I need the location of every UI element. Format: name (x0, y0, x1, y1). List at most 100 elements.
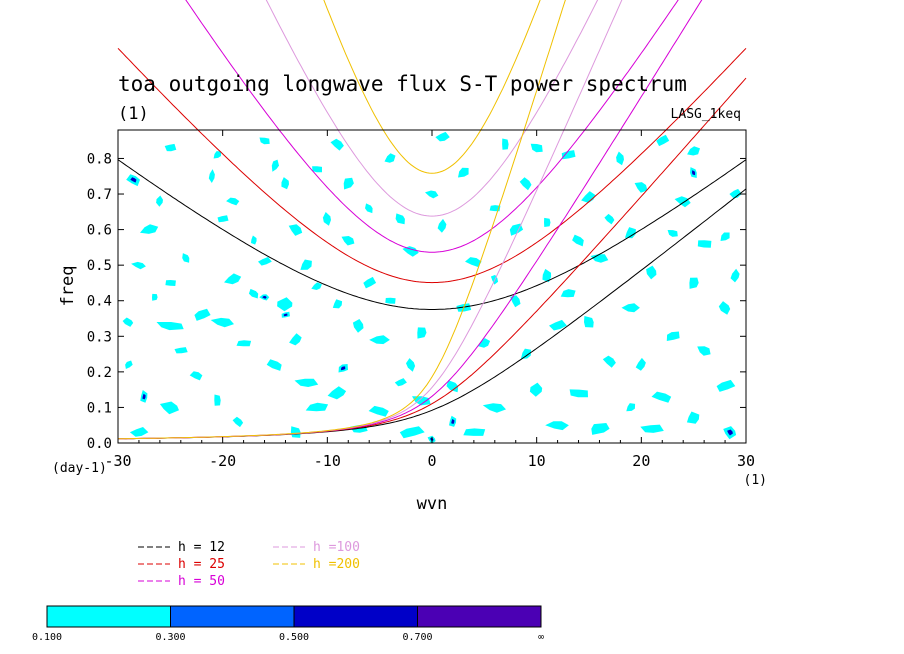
axis-ticks: -30 -20 -10 0 10 20 30 0.0 0.1 0.2 0.3 0.4 0.5 0.6 0.7… (87, 130, 755, 470)
contour-blob (530, 143, 543, 153)
contour-blob (399, 426, 425, 439)
colorbar-segment (170, 605, 295, 628)
contour-blob (159, 401, 179, 415)
contour-blob (343, 177, 354, 190)
colorbar-segment (46, 605, 171, 628)
contour-blob-strong (283, 313, 288, 317)
contour-blob (395, 213, 405, 225)
kelvin-curve (118, 0, 566, 440)
contour-blob (590, 254, 609, 263)
contour-blob (156, 322, 184, 331)
legend-label: h = 50 (178, 574, 225, 589)
contour-blob (569, 389, 588, 398)
contour-blob (482, 403, 506, 413)
contour-blob (502, 138, 509, 150)
contour-blob (365, 203, 373, 214)
contour-blob (368, 405, 389, 417)
contour-blob (385, 297, 396, 304)
contour-blob (545, 421, 569, 431)
ig-curve (117, 47, 747, 284)
contour-blob-strong (130, 177, 137, 183)
colorbar-label: 0.300 (155, 632, 185, 643)
contour-blob (217, 215, 229, 223)
colorbar-segment (417, 605, 542, 628)
x-axis-label: wvn (417, 494, 448, 514)
contour-blob (290, 426, 301, 438)
x-tick-label: 0 (427, 452, 436, 470)
x-tick-label: -10 (314, 452, 341, 470)
y-tick-label: 0.0 (87, 436, 112, 452)
contour-blob (510, 295, 521, 308)
ig-curve (117, 159, 747, 310)
contour-blob (174, 347, 188, 354)
contour-blob-strong (692, 170, 696, 176)
contour-blob (463, 428, 486, 436)
contour-blob (635, 357, 646, 371)
kelvin-curve (118, 0, 623, 440)
colorbar-label: 0.500 (279, 632, 309, 643)
x-tick-label: -30 (104, 452, 131, 470)
legend-label: h =200 (313, 557, 360, 572)
contour-blob (604, 213, 615, 225)
y-axis-label: freq (58, 266, 78, 307)
contour-blob-strong (142, 393, 146, 400)
contour-blob (572, 234, 584, 247)
ig-curve (265, 0, 599, 217)
contour-blob (311, 282, 322, 290)
contour-blob-strong (451, 419, 455, 424)
contour-blob (417, 327, 427, 339)
y-unit-label: (day-1) (52, 461, 107, 476)
contour-blob (621, 303, 640, 313)
contour-blob (305, 402, 329, 412)
contour-blob (529, 382, 543, 397)
contour-blob (435, 131, 450, 142)
contour-blob (689, 277, 699, 289)
contour-blob (666, 331, 680, 341)
contour-blob (251, 235, 257, 245)
contour-blob (520, 348, 532, 359)
contour-blob (560, 289, 576, 298)
contour-blob (616, 151, 624, 166)
contour-blob (266, 359, 282, 371)
y-tick-label: 0.3 (87, 329, 112, 345)
contour-blob (446, 380, 459, 393)
y-tick-label: 0.1 (87, 400, 112, 416)
contour-blob (327, 386, 347, 400)
contour-blob (674, 196, 691, 208)
contour-blob (591, 423, 610, 435)
y-tick-label: 0.5 (87, 258, 112, 274)
contour-blob (213, 151, 222, 159)
contour-blob (667, 230, 678, 237)
contour-blob (208, 169, 215, 183)
contour-blob (182, 253, 190, 263)
contour-blob (646, 265, 657, 280)
contour-blob (248, 288, 259, 299)
contour-blob (156, 195, 163, 207)
x-unit-label: (1) (744, 473, 767, 488)
dispersion-curves (117, 0, 747, 440)
contour-blob (697, 240, 712, 248)
contour-blob (602, 355, 616, 368)
legend-label: h = 25 (178, 557, 225, 572)
contour-blob (232, 416, 244, 428)
y-tick-label: 0.6 (87, 223, 112, 239)
contour-blob (651, 391, 672, 403)
contour-blob (129, 427, 149, 437)
kelvin-curve (117, 0, 703, 440)
y-tick-label: 0.4 (87, 294, 112, 310)
colorbar-label: 0.100 (32, 632, 62, 643)
contour-blob (720, 232, 730, 241)
contour-blob (140, 224, 159, 234)
contour-blob (625, 227, 636, 239)
contour-blob (718, 301, 731, 315)
contour-blob (402, 246, 419, 257)
contour-blob (716, 379, 736, 392)
contour-blob (165, 280, 176, 286)
model-label: LASG_1keq (671, 107, 741, 122)
contour-blob (322, 212, 331, 226)
contour-blob (125, 360, 133, 369)
contour-blob (226, 197, 240, 206)
y-tick-label: 0.8 (87, 151, 112, 167)
contour-blob-strong (727, 429, 733, 436)
